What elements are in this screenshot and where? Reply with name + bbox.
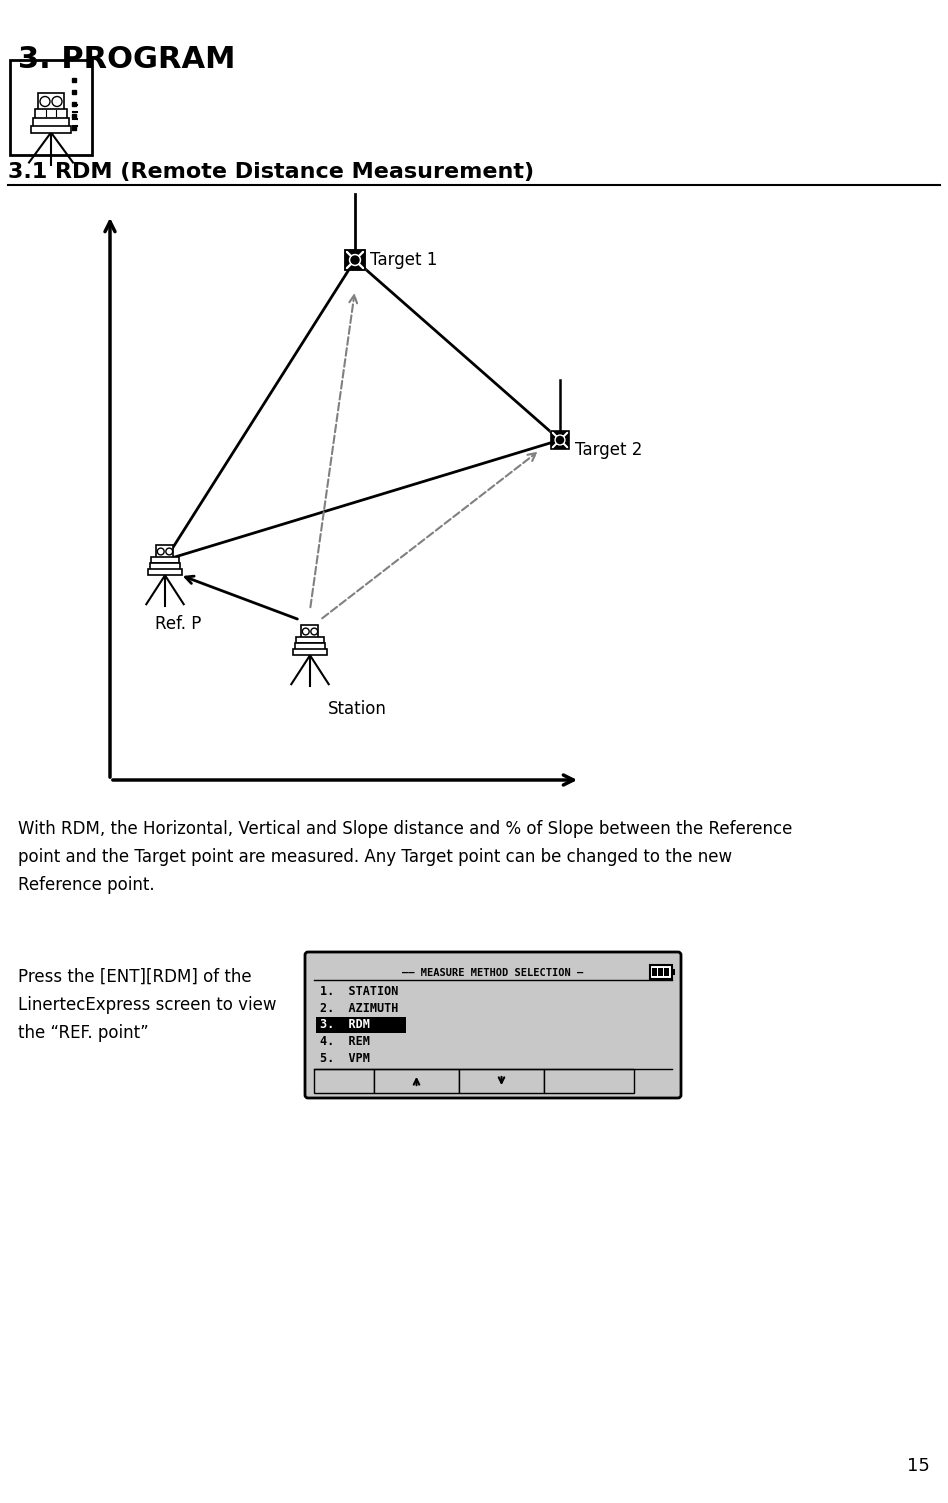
Bar [152,556,178,564]
Bar [38,93,64,111]
Bar [297,637,323,643]
Bar [374,1069,459,1093]
Bar [148,570,182,576]
Bar [156,544,173,558]
Bar [672,969,675,975]
Bar [345,249,365,271]
Text: 2.  AZIMUTH: 2. AZIMUTH [320,1001,398,1015]
Bar [544,1069,634,1093]
Text: 3.1 RDM (Remote Distance Measurement): 3.1 RDM (Remote Distance Measurement) [8,162,534,182]
Circle shape [40,96,50,107]
Text: 4.  REM: 4. REM [320,1036,370,1048]
Circle shape [302,628,309,634]
Bar [10,60,92,155]
Circle shape [157,549,164,555]
Bar [459,1069,544,1093]
Bar [293,649,327,655]
Bar [301,625,319,639]
Text: With RDM, the Horizontal, Vertical and Slope distance and % of Slope between the: With RDM, the Horizontal, Vertical and S… [18,821,793,894]
Text: Station: Station [328,700,387,718]
Text: Ref. P: Ref. P [155,615,201,633]
Bar [551,431,569,449]
Bar [345,249,365,271]
Text: Press the [ENT][RDM] of the
LinertecExpress screen to view
the “REF. point”: Press the [ENT][RDM] of the LinertecExpr… [18,968,277,1042]
Bar [658,968,663,975]
Text: Target 1: Target 1 [370,251,437,269]
Bar [35,108,67,119]
Bar [314,1069,374,1093]
Bar [295,643,325,651]
Bar [150,562,180,570]
Bar [316,1016,406,1034]
Bar [664,968,669,975]
Text: 1.  STATION: 1. STATION [320,984,398,998]
Circle shape [52,96,62,107]
Text: —— MEASURE METHOD SELECTION —: —— MEASURE METHOD SELECTION — [402,968,584,978]
FancyBboxPatch shape [305,951,681,1099]
Bar [551,431,569,449]
Text: 15: 15 [907,1456,930,1474]
Text: Target 2: Target 2 [575,440,643,458]
Circle shape [166,549,173,555]
Circle shape [311,628,318,634]
Bar [33,117,69,126]
Bar [652,968,657,975]
Bar [650,965,672,978]
Text: 3.  RDM: 3. RDM [320,1019,370,1031]
Circle shape [350,254,360,266]
Text: 5.  VPM: 5. VPM [320,1052,370,1066]
Circle shape [555,434,565,445]
Bar [31,125,71,132]
Text: 3. PROGRAM: 3. PROGRAM [18,45,235,74]
